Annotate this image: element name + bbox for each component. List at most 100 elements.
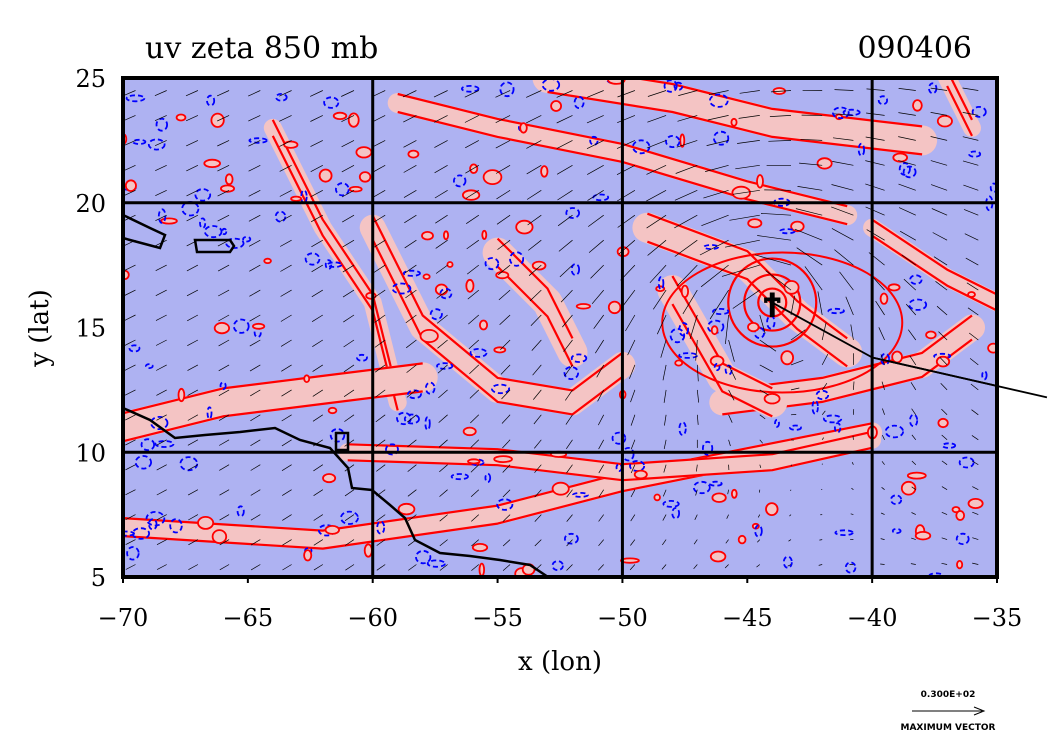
positive-contour-blob (515, 219, 534, 235)
negative-contour-blob (671, 507, 680, 520)
positive-contour-blob (730, 488, 738, 499)
wind-vector (933, 256, 948, 266)
negative-contour-blob (754, 524, 763, 538)
y-tick-label: 25 (75, 65, 106, 93)
wind-vector (699, 239, 729, 256)
positive-contour-blob (407, 149, 420, 159)
wind-vector (707, 115, 729, 121)
wind-vector (972, 537, 979, 540)
negative-contour-blob (236, 505, 245, 518)
negative-contour-blob (665, 134, 681, 148)
negative-contour-blob (329, 428, 346, 443)
wind-vector (866, 229, 885, 241)
wind-vector (941, 562, 948, 565)
wind-vector (939, 357, 948, 366)
wind-vector (281, 464, 292, 471)
positive-vorticity-band (863, 218, 997, 312)
wind-vector (759, 439, 763, 444)
wind-vector (881, 461, 885, 465)
wind-vector (962, 136, 979, 141)
wind-vector (344, 439, 355, 447)
wind-vector (737, 140, 760, 144)
wind-vector (218, 314, 230, 322)
wind-vector (676, 140, 698, 148)
negative-contour-blob (703, 244, 720, 250)
storm-contour-ring (743, 273, 802, 332)
wind-vector (851, 487, 854, 490)
wind-vector (156, 464, 167, 471)
wind-vector (376, 564, 386, 571)
positive-contour-blob (653, 493, 661, 502)
wind-vector (218, 389, 230, 397)
wind-vector (218, 289, 230, 297)
wind-vector (375, 439, 386, 447)
wind-vector (312, 389, 323, 397)
wind-vector (124, 339, 136, 346)
wind-vector (342, 239, 355, 248)
positive-contour-blob (219, 184, 235, 193)
negative-contour-blob (490, 383, 510, 395)
wind-vector (376, 514, 386, 522)
wind-vector (466, 214, 479, 224)
wind-vector (465, 164, 479, 174)
wind-vector (154, 115, 167, 122)
wind-vector (674, 239, 698, 257)
wind-vector (282, 514, 292, 521)
wind-vector (821, 437, 824, 440)
wind-vector (905, 303, 917, 316)
wind-vector (436, 314, 448, 324)
positive-contour-blob (709, 550, 727, 563)
negative-contour-blob (499, 81, 515, 98)
wind-vector (311, 314, 323, 322)
wind-vector (529, 289, 542, 302)
negative-contour-blob (415, 549, 432, 565)
wind-vector (647, 90, 667, 97)
wind-vector (663, 389, 667, 403)
wind-vector (759, 364, 773, 373)
negative-contour-blob (233, 318, 250, 334)
wind-vector (372, 189, 386, 198)
wind-vector (878, 327, 885, 341)
negative-contour-blob (570, 353, 588, 363)
wind-vector (219, 464, 230, 471)
wind-vector (403, 164, 417, 173)
wind-vector (759, 414, 766, 420)
positive-contour-blob (951, 506, 961, 514)
positive-contour-blob (679, 133, 686, 148)
wind-vector (439, 489, 448, 497)
wind-vector (721, 264, 760, 277)
negative-contour-blob (326, 261, 343, 268)
wind-vector (735, 164, 760, 170)
wind-vector (217, 140, 230, 147)
positive-contour-blob (956, 559, 964, 570)
wind-vector (630, 414, 636, 426)
wind-vector (865, 206, 885, 216)
wind-vector (630, 464, 636, 474)
y-tick-label: 10 (75, 439, 106, 467)
positive-contour-blob (519, 122, 528, 134)
wind-vector (464, 115, 479, 123)
positive-vorticity-band (359, 214, 636, 416)
wind-vector (311, 289, 323, 298)
positive-contour-blob (914, 531, 932, 541)
negative-contour-blob (125, 94, 146, 103)
negative-contour-blob (834, 529, 854, 536)
wind-vector (219, 564, 230, 571)
positive-contour-blob (197, 516, 215, 530)
negative-contour-blob (662, 499, 680, 508)
wind-vector (185, 90, 199, 97)
positive-contour (547, 90, 923, 156)
positive-contour (496, 237, 574, 339)
negative-contour-blob (857, 142, 866, 157)
date-label: 090406 (857, 31, 972, 66)
wind-vector (935, 281, 948, 291)
wind-vector (216, 90, 230, 97)
negative-contour-blob (300, 189, 308, 205)
wind-vector (701, 214, 729, 227)
wind-vector (498, 289, 511, 301)
negative-contour-blob (424, 416, 431, 431)
positive-contour-blob (318, 168, 333, 183)
wind-vector (729, 214, 760, 221)
wind-vector (656, 314, 667, 335)
wind-vector (760, 213, 792, 216)
